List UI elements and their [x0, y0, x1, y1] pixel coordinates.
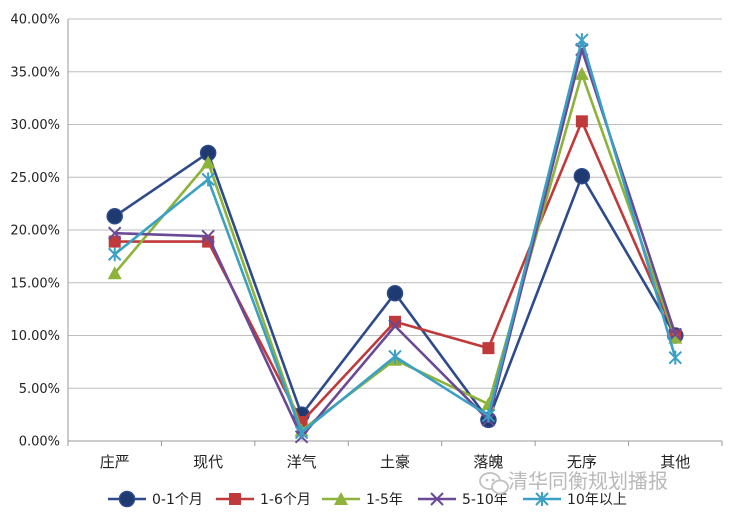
x-category-label: 土豪 — [380, 453, 410, 471]
axes — [67, 19, 723, 446]
x-category-label: 落魄 — [473, 453, 503, 471]
y-tick-label: 10.00% — [10, 329, 60, 344]
legend-item: 5-10年 — [418, 492, 508, 508]
legend-marker — [334, 492, 348, 505]
data-point — [668, 327, 682, 342]
legend-marker — [430, 492, 444, 506]
legend-label: 1-6个月 — [260, 492, 311, 508]
x-category-label: 其他 — [660, 453, 690, 471]
watermark-text: 清华同衡规划播报 — [508, 469, 668, 493]
data-point — [574, 66, 589, 80]
grid-lines — [68, 18, 722, 389]
data-point — [107, 266, 122, 280]
series-3 — [107, 66, 683, 437]
series-5 — [108, 33, 682, 440]
x-category-label: 庄严 — [100, 453, 130, 471]
legend-marker — [229, 493, 241, 505]
y-tick-label: 0.00% — [19, 435, 60, 450]
legend-label: 1-5年 — [366, 492, 403, 508]
legend-label: 0-1个月 — [152, 492, 203, 508]
x-category-labels: 庄严 现代 洋气 土豪 落魄 无序 其他 — [100, 453, 691, 471]
data-point — [108, 226, 122, 240]
data-point — [388, 319, 402, 333]
data-point — [106, 208, 123, 225]
legend: 0-1个月 1-6个月 1-5年 5-10年 10年以上 — [108, 490, 627, 508]
data-point — [108, 247, 122, 262]
data-point — [201, 172, 215, 187]
y-tick-label: 35.00% — [10, 65, 60, 80]
data-point — [108, 235, 121, 248]
data-point — [575, 33, 589, 48]
legend-label: 5-10年 — [462, 492, 508, 508]
y-tick-label: 30.00% — [10, 118, 60, 133]
y-tick-label: 15.00% — [10, 276, 60, 291]
legend-marker — [118, 490, 136, 508]
x-category-label: 无序 — [567, 453, 597, 471]
data-point — [668, 350, 682, 365]
y-tick-label: 25.00% — [10, 171, 60, 186]
data-point — [201, 155, 216, 169]
series-line — [114, 120, 677, 424]
data-point — [201, 229, 215, 244]
y-tick-label: 40.00% — [10, 13, 60, 28]
data-point — [389, 315, 401, 328]
wechat-icon — [479, 472, 509, 495]
legend-item: 0-1个月 — [108, 490, 203, 508]
data-point — [482, 342, 495, 355]
legend-marker — [535, 492, 549, 506]
data-point — [481, 408, 496, 423]
series-line — [114, 48, 677, 439]
legend-item: 1-6个月 — [216, 492, 311, 508]
series-4 — [108, 42, 682, 444]
watermark: 清华同衡规划播报 — [479, 469, 668, 495]
data-point — [573, 167, 591, 185]
data-point — [294, 425, 309, 440]
x-category-label: 洋气 — [287, 453, 317, 471]
data-point — [388, 349, 402, 364]
series-lines — [106, 33, 684, 444]
legend-item: 10年以上 — [523, 492, 627, 508]
series-1 — [106, 144, 684, 429]
y-tick-label: 5.00% — [19, 382, 60, 397]
y-tick-label: 20.00% — [10, 224, 60, 239]
series-line — [113, 72, 677, 432]
legend-label: 10年以上 — [567, 492, 627, 508]
data-point — [668, 330, 683, 344]
y-tick-labels: 0.00% 5.00% 10.00% 15.00% 20.00% 25.00% 30.00%… — [10, 13, 60, 450]
data-point — [575, 115, 588, 128]
legend-item: 1-5年 — [322, 492, 403, 508]
x-category-label: 现代 — [193, 453, 223, 471]
data-point — [386, 285, 404, 302]
